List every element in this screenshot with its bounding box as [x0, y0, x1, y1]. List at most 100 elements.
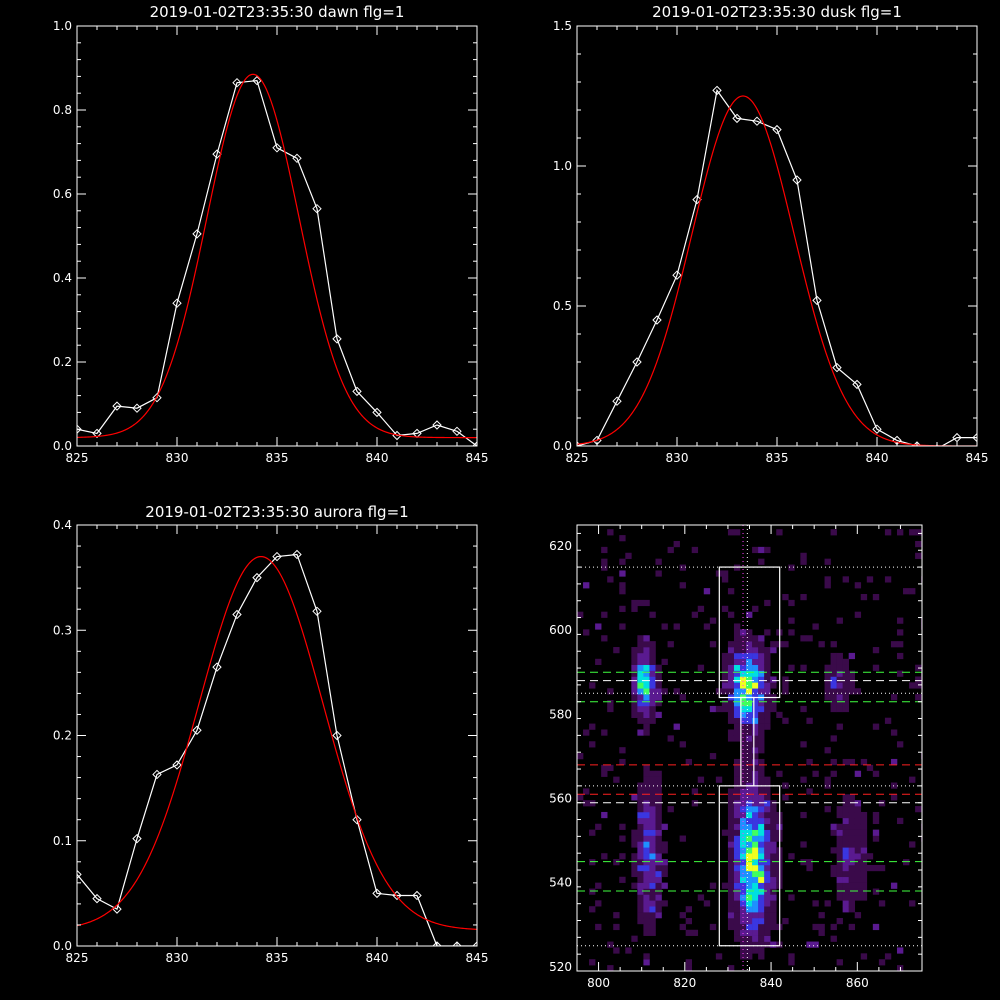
heatmap-cell [637, 647, 644, 654]
heatmap-cell [752, 923, 759, 931]
heatmap-cell [836, 682, 843, 689]
heatmap-cell [788, 629, 795, 636]
heatmap-cell [860, 870, 868, 878]
heatmap-cell [746, 894, 753, 901]
heatmap-cell [727, 652, 735, 660]
heatmap-cell [764, 888, 771, 895]
heatmap-cell [746, 688, 753, 695]
heatmap-cell [915, 806, 922, 813]
heatmap-cell [733, 806, 741, 813]
heatmap-cell [854, 876, 862, 883]
heatmap-cell [667, 806, 674, 813]
heatmap-cell [613, 923, 620, 931]
heatmap-cell [589, 959, 596, 966]
heatmap-cell [788, 853, 795, 860]
heatmap-cell [872, 770, 880, 777]
heatmap-cell [764, 882, 771, 889]
heatmap-cell [830, 682, 837, 689]
heatmap-cell [752, 664, 759, 671]
heatmap-cell [758, 682, 765, 689]
heatmap-cell [842, 576, 849, 583]
heatmap-cell [643, 806, 650, 813]
heatmap-cell [764, 841, 771, 848]
heatmap-cell [818, 912, 825, 919]
heatmap-cell [589, 723, 596, 730]
heatmap-cell [685, 929, 693, 936]
heatmap-cell [848, 829, 856, 836]
heatmap-cell [649, 770, 656, 777]
heatmap-cell [758, 641, 765, 648]
heatmap-cell [842, 694, 849, 701]
heatmap-cell [830, 529, 837, 536]
y-tick-label: 0.2 [53, 729, 72, 743]
heatmap-cell [824, 688, 831, 695]
heatmap-cell [613, 947, 620, 954]
heatmap-cell [770, 894, 777, 901]
heatmap-cell [637, 788, 644, 795]
heatmap-cell [758, 676, 765, 683]
x-tick-label: 835 [766, 451, 789, 465]
heatmap-cell [800, 841, 807, 848]
heatmap-cell [758, 829, 765, 836]
data-point [252, 572, 262, 583]
heatmap-cell [601, 729, 608, 736]
heatmap-cell [685, 906, 693, 913]
heatmap-cell [655, 876, 662, 883]
heatmap-cell [740, 859, 747, 866]
heatmap-cell [727, 676, 735, 683]
heatmap-cell [860, 841, 868, 848]
y-tick-label: 560 [549, 791, 572, 805]
heatmap-cell [589, 906, 596, 913]
heatmap-cell [643, 847, 650, 854]
data-point [692, 194, 702, 205]
heatmap-cell [758, 546, 765, 554]
heatmap-cell [667, 735, 674, 742]
heatmap-cell [758, 652, 765, 660]
heatmap-cell [752, 741, 759, 748]
data-point [577, 441, 582, 446]
heatmap-cell [637, 794, 644, 801]
heatmap-cell [860, 829, 868, 836]
heatmap-cell [848, 670, 856, 677]
heatmap-cell [752, 764, 759, 772]
y-tick-label: 0.5 [553, 299, 572, 313]
heatmap-cell [727, 835, 735, 842]
heatmap-cell [848, 652, 856, 660]
heatmap-cell [830, 664, 837, 671]
heatmap-cell [715, 776, 723, 783]
heatmap-cell [842, 864, 849, 872]
heatmap-cell [764, 853, 771, 860]
heatmap-cell [788, 894, 795, 901]
heatmap-cell [740, 711, 747, 719]
heatmap-cell [655, 829, 662, 836]
heatmap-cell [643, 711, 650, 719]
heatmap-cell [746, 941, 753, 948]
heatmap-cell [764, 829, 771, 836]
heatmap-cell [842, 853, 849, 860]
heatmap-cell [842, 664, 849, 671]
heatmap-cell [703, 900, 711, 907]
region-box [740, 696, 755, 787]
heatmap-cell [842, 758, 849, 766]
heatmap-cell [890, 729, 898, 736]
heatmap-cell [727, 588, 735, 595]
heatmap-cell [649, 688, 656, 695]
heatmap-cell [758, 923, 765, 931]
heatmap-cell [758, 859, 765, 866]
heatmap-cell [836, 705, 843, 713]
heatmap-cell [637, 835, 644, 842]
heatmap-cell [631, 711, 638, 719]
heatmap-cell [733, 900, 741, 907]
heatmap-cell [746, 652, 753, 660]
heatmap-cell [649, 917, 656, 925]
heatmap-cell [643, 700, 650, 707]
heatmap-cell [758, 770, 765, 777]
heatmap-cell [727, 853, 735, 860]
heatmap-cell [890, 694, 898, 701]
heatmap-cell [758, 729, 765, 736]
heatmap-cell [727, 859, 735, 866]
heatmap-cell [764, 876, 771, 883]
heatmap-cell [721, 658, 729, 665]
heatmap-cell [721, 652, 729, 660]
heatmap-cell [607, 529, 614, 536]
